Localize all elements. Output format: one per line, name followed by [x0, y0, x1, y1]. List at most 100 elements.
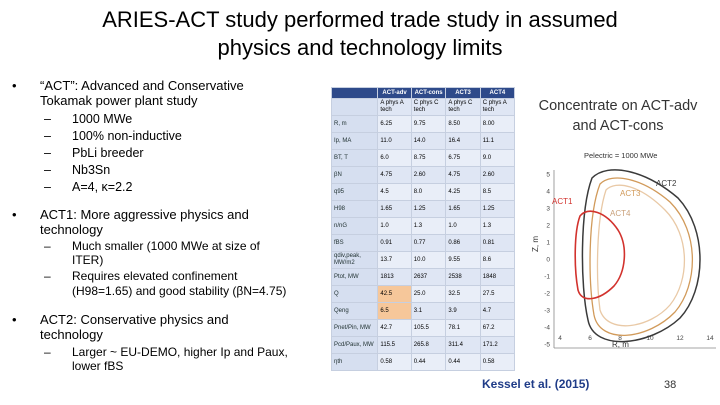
- parameter-name-cell: H98: [330, 200, 379, 218]
- table-cell: 6.75: [445, 149, 481, 167]
- table-cell: 6.25: [377, 115, 412, 133]
- table-cell: 265.8: [410, 336, 447, 354]
- table-cell: 9.55: [445, 251, 481, 269]
- table-cell: 8.00: [479, 115, 516, 133]
- table-cell: C phys A tech: [479, 98, 516, 116]
- table-cell: 171.2: [479, 336, 516, 354]
- table-cell: 25.0: [410, 285, 447, 303]
- parameter-name-cell: [330, 98, 379, 116]
- table-row: A phys A tech C phys C tech A phys C tech C…: [330, 98, 516, 116]
- table-cell: 11.1: [479, 132, 516, 150]
- parameter-name-cell: Ip, MA: [330, 132, 379, 150]
- table-header-cell: ACT4: [479, 87, 516, 99]
- table-cell: 1.65: [445, 200, 481, 218]
- table-cell: 105.5: [410, 319, 447, 337]
- table-cell: 6.5: [377, 302, 412, 320]
- table-cell: 2637: [410, 268, 447, 286]
- table-cell: 67.2: [479, 319, 516, 337]
- parameter-table: ACT-adv ACT-cons ACT3 ACT4 A phys A tech C p…: [330, 87, 516, 371]
- bullet-text: ACT1: More aggressive physics and techno…: [40, 207, 249, 237]
- dash: –: [44, 239, 51, 253]
- table-cell: 3.9: [445, 302, 481, 320]
- dash: –: [44, 345, 51, 359]
- bullet-line: technology: [40, 327, 103, 342]
- label-act2: ACT2: [656, 179, 677, 188]
- table-cell: 1.25: [479, 200, 516, 218]
- parameter-name-cell: qdiv,peak, MW/m2: [330, 251, 379, 269]
- dash: –: [44, 112, 51, 126]
- table-cell: A phys A tech: [377, 98, 412, 116]
- concentrate-line-2: and ACT-cons: [572, 118, 664, 134]
- x-tick-label: 10: [646, 335, 654, 342]
- table-cell: 4.5: [377, 183, 412, 201]
- table-row: fBS 0.91 0.77 0.86 0.81: [330, 234, 516, 252]
- sub-text: A=4, κ=2.2: [72, 180, 133, 194]
- bullet-marker: •: [12, 78, 17, 93]
- table-cell: 4.25: [445, 183, 481, 201]
- parameter-name-cell: ηth: [330, 353, 379, 371]
- table-cell: 115.5: [377, 336, 412, 354]
- table-cell: 9.0: [479, 149, 516, 167]
- table-row: Ptot, MW 1813 2637 2538 1848: [330, 268, 516, 286]
- table-row: Pcd/Paux, MW 115.5 265.8 311.4 171.2: [330, 336, 516, 354]
- table-cell: 4.7: [479, 302, 516, 320]
- table-row: H98 1.65 1.25 1.65 1.25: [330, 200, 516, 218]
- x-tick-label: 6: [588, 335, 592, 342]
- parameter-name-cell: fBS: [330, 234, 379, 252]
- table-cell: 8.0: [410, 183, 447, 201]
- table-cell: 0.58: [479, 353, 516, 371]
- bullet-line: ACT1: More aggressive physics and: [40, 207, 249, 222]
- table-cell: 9.75: [410, 115, 447, 133]
- parameter-name-cell: Qeng: [330, 302, 379, 320]
- x-tick-label: 4: [558, 335, 562, 342]
- table-cell: 1848: [479, 268, 516, 286]
- table-header-row: ACT-adv ACT-cons ACT3 ACT4: [330, 87, 516, 99]
- table-cell: 3.1: [410, 302, 447, 320]
- y-tick-label: -5: [544, 342, 550, 349]
- concentrate-line-1: Concentrate on ACT-adv: [538, 98, 698, 114]
- sub-text: lower fBS: [72, 359, 124, 373]
- page-number: 38: [664, 379, 677, 391]
- curve-act1: [574, 210, 626, 300]
- concentrate-callout: Concentrate on ACT-adv and ACT-cons: [522, 96, 714, 136]
- bullet-marker: •: [12, 312, 17, 327]
- y-tick-label: 0: [546, 257, 550, 264]
- table-row: qdiv,peak, MW/m2 13.7 10.0 9.55 8.6: [330, 251, 516, 269]
- title-line-1: ARIES-ACT study performed trade study in…: [102, 7, 618, 32]
- table-cell: 1.0: [377, 217, 412, 235]
- table-cell: 8.75: [410, 149, 447, 167]
- y-tick-label: -3: [544, 308, 550, 315]
- table-cell: 1.3: [479, 217, 516, 235]
- bullet-text: “ACT”: Advanced and Conservative Tokamak…: [40, 78, 244, 108]
- table-cell: 42.5: [377, 285, 412, 303]
- table-cell: 1813: [377, 268, 412, 286]
- table-cell: 78.1: [445, 319, 481, 337]
- dash: –: [44, 163, 51, 177]
- bullet-line: Tokamak power plant study: [40, 93, 198, 108]
- table-row: Ip, MA 11.0 14.0 16.4 11.1: [330, 132, 516, 150]
- parameter-name-cell: Pcd/Paux, MW: [330, 336, 379, 354]
- table-cell: 2.60: [479, 166, 516, 184]
- table-cell: 0.77: [410, 234, 447, 252]
- y-tick-label: 4: [546, 189, 550, 196]
- table-row: Qeng 6.5 3.1 3.9 4.7: [330, 302, 516, 320]
- sub-text: (H98=1.65) and good stability (βN=4.75): [72, 284, 287, 298]
- sub-text: 1000 MWe: [72, 112, 133, 126]
- table-row: Q 42.5 25.0 32.5 27.5: [330, 285, 516, 303]
- table-cell: 0.91: [377, 234, 412, 252]
- citation: Kessel et al. (2015): [482, 377, 590, 391]
- slide-title: ARIES-ACT study performed trade study in…: [0, 6, 720, 62]
- y-ticks: 5 4 3 2 1 0 -1 -2 -3 -4 -5: [544, 172, 550, 349]
- sub-text: 100% non-inductive: [72, 129, 182, 143]
- curve-act4: [596, 184, 686, 327]
- table-cell: 42.7: [377, 319, 412, 337]
- table-row: βN 4.75 2.60 4.75 2.60: [330, 166, 516, 184]
- label-act3: ACT3: [620, 189, 641, 198]
- table-cell: 1.25: [410, 200, 447, 218]
- table-body: A phys A tech C phys C tech A phys C tech C…: [330, 98, 516, 371]
- plot-annotation: Pelectric = 1000 MWe: [584, 151, 657, 160]
- bullet-line: technology: [40, 222, 103, 237]
- x-axis-label: R, m: [612, 340, 629, 349]
- table-cell: 2.60: [410, 166, 447, 184]
